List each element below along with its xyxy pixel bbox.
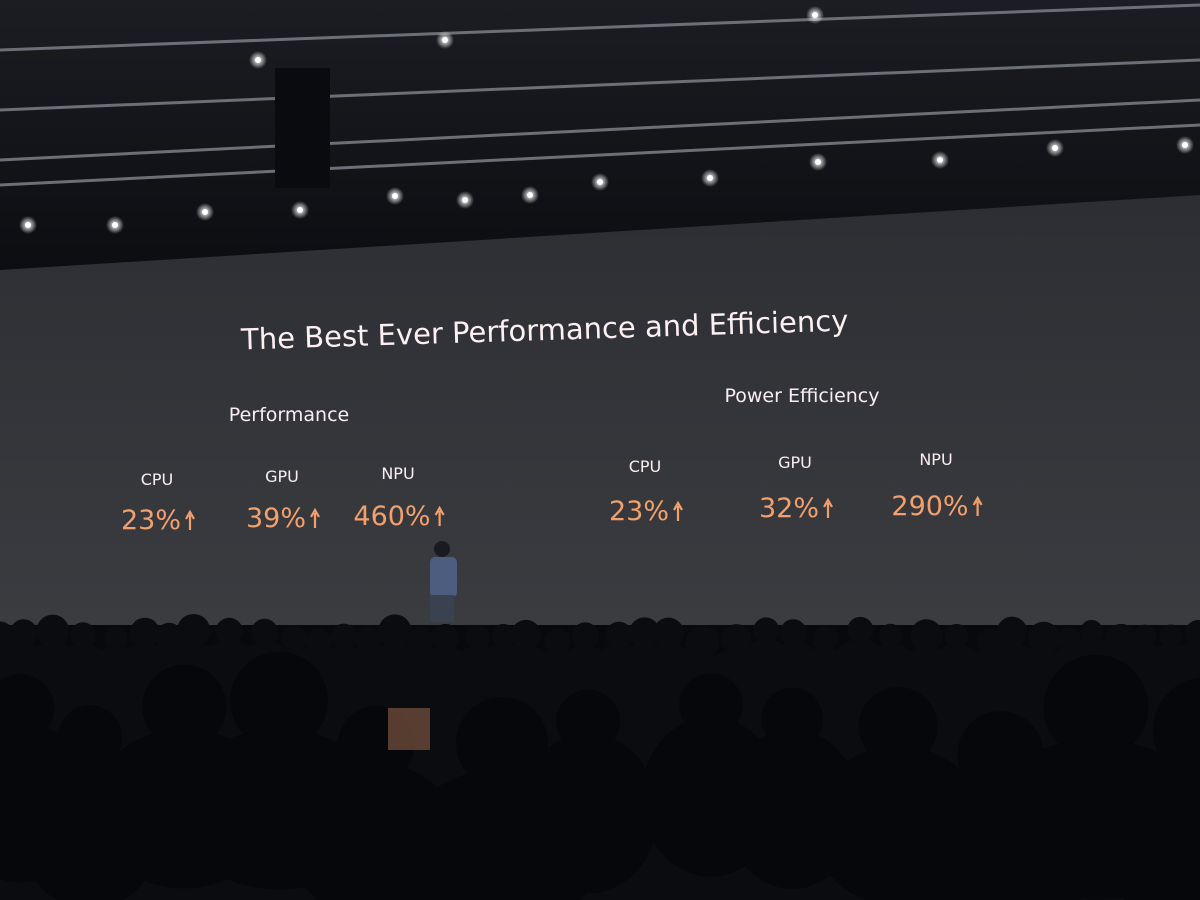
up-arrow bbox=[823, 497, 833, 518]
lamp bbox=[25, 222, 31, 228]
head bbox=[571, 622, 599, 650]
presenter bbox=[430, 541, 457, 622]
lamp bbox=[255, 57, 261, 63]
lamp bbox=[527, 192, 533, 198]
lamp bbox=[297, 207, 303, 213]
head bbox=[1185, 619, 1200, 646]
shoulders bbox=[1172, 641, 1200, 686]
head bbox=[510, 619, 542, 651]
head bbox=[1152, 677, 1200, 783]
head bbox=[104, 626, 128, 650]
head bbox=[466, 626, 490, 650]
head bbox=[250, 618, 279, 646]
head bbox=[70, 622, 96, 648]
metric-value: 39% bbox=[246, 503, 306, 534]
head bbox=[753, 617, 780, 644]
head bbox=[779, 619, 807, 646]
head bbox=[215, 617, 243, 646]
screen bbox=[0, 195, 1200, 625]
shoulders bbox=[1089, 762, 1200, 900]
head bbox=[129, 617, 160, 648]
head bbox=[944, 623, 969, 648]
head bbox=[858, 686, 938, 766]
head bbox=[605, 621, 633, 650]
head bbox=[996, 616, 1028, 648]
metric-label: CPU bbox=[629, 457, 662, 476]
head bbox=[142, 664, 227, 749]
lamp bbox=[392, 193, 398, 199]
section-heading: Power Efficiency bbox=[724, 385, 879, 407]
lamp bbox=[462, 197, 468, 203]
head bbox=[685, 625, 720, 659]
head bbox=[878, 623, 903, 647]
lamp bbox=[1182, 142, 1188, 148]
up-arrow bbox=[972, 495, 983, 516]
head bbox=[1159, 624, 1183, 648]
metric-value: 32% bbox=[759, 493, 819, 524]
up-arrow bbox=[673, 500, 683, 521]
metric-label: CPU bbox=[141, 470, 174, 489]
lamp bbox=[815, 159, 821, 165]
head bbox=[281, 625, 307, 651]
head bbox=[378, 614, 412, 648]
head bbox=[456, 697, 549, 789]
head bbox=[304, 628, 333, 656]
head bbox=[1080, 619, 1103, 643]
lamp bbox=[707, 175, 713, 181]
head bbox=[721, 624, 752, 654]
head bbox=[330, 623, 357, 650]
metric-value: 290% bbox=[891, 491, 968, 522]
head bbox=[544, 628, 570, 655]
head bbox=[1104, 623, 1138, 657]
metric-value: 460% bbox=[353, 501, 430, 532]
head bbox=[1027, 621, 1061, 655]
lamp bbox=[202, 209, 208, 215]
speaker-box bbox=[275, 68, 330, 188]
metric-value: 23% bbox=[609, 496, 669, 527]
head bbox=[652, 617, 685, 649]
head bbox=[629, 617, 661, 649]
lamp bbox=[1052, 145, 1058, 151]
audience bbox=[0, 613, 1200, 900]
stage-lights bbox=[19, 6, 1194, 234]
head bbox=[910, 619, 943, 652]
shoulders bbox=[517, 733, 659, 894]
up-arrow bbox=[434, 505, 445, 526]
lamp bbox=[812, 12, 818, 18]
phone-screen bbox=[388, 708, 430, 750]
head bbox=[176, 613, 211, 648]
lamp bbox=[937, 157, 943, 163]
head bbox=[9, 619, 38, 647]
truss bbox=[0, 3, 1200, 187]
head bbox=[406, 626, 435, 655]
head bbox=[230, 651, 329, 750]
section-heading: Performance bbox=[229, 404, 349, 426]
head bbox=[491, 623, 515, 647]
metric-value: 23% bbox=[121, 505, 181, 536]
head bbox=[36, 614, 69, 648]
metric-label: NPU bbox=[919, 450, 952, 469]
lamp bbox=[442, 37, 448, 43]
head bbox=[847, 616, 874, 644]
head bbox=[155, 622, 184, 651]
metric-label: NPU bbox=[381, 464, 414, 483]
lamp bbox=[597, 179, 603, 185]
metric-label: GPU bbox=[265, 467, 299, 486]
head bbox=[1043, 654, 1149, 760]
head bbox=[1133, 624, 1157, 648]
head bbox=[432, 623, 459, 651]
head bbox=[812, 626, 838, 652]
up-arrow bbox=[185, 509, 195, 530]
head bbox=[354, 626, 382, 653]
lamp bbox=[112, 222, 118, 228]
metric-label: GPU bbox=[778, 453, 812, 472]
up-arrow bbox=[310, 507, 320, 528]
